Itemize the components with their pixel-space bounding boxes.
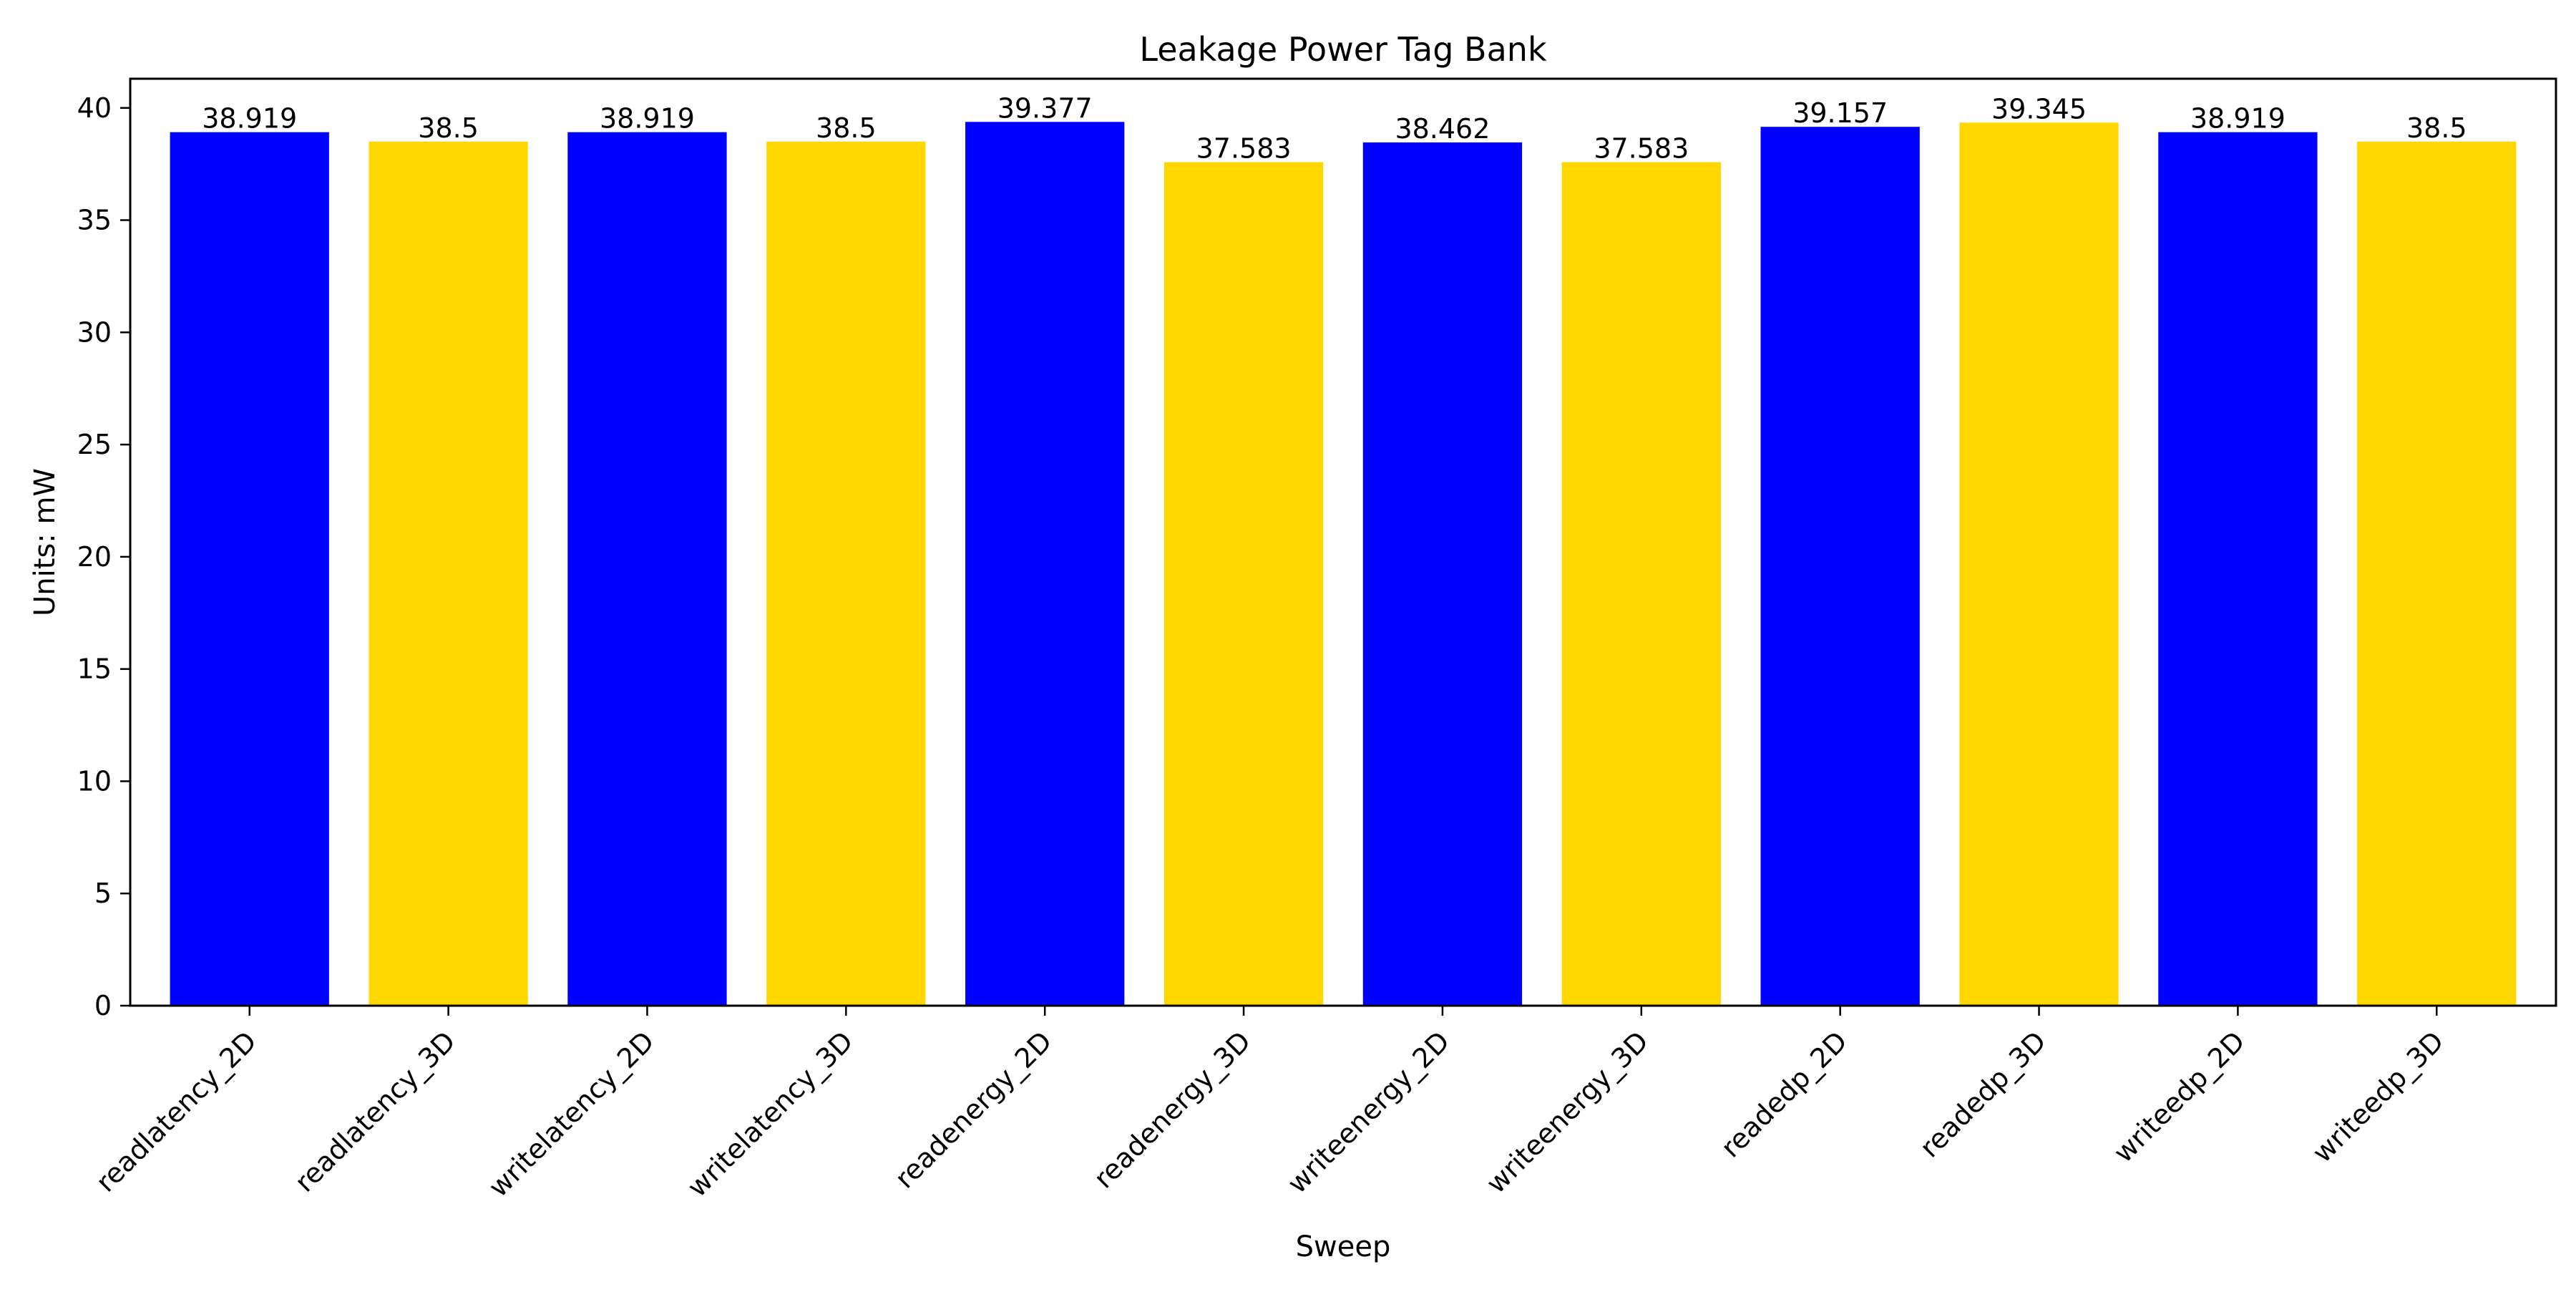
x-tick-label-readlatency_3D: readlatency_3D (288, 1025, 462, 1198)
x-tick-label-writelatency_2D: writelatency_2D (482, 1025, 660, 1203)
bar-readlatency_2D (170, 132, 329, 1006)
y-axis: 0 5 10 15 20 25 30 35 40 (77, 92, 130, 1021)
data-label-writeenergy_3D: 37.583 (1594, 133, 1689, 165)
y-tick-label-40: 40 (77, 92, 112, 124)
y-tick-label-15: 15 (77, 654, 112, 685)
x-tick-label-readenergy_3D: readenergy_3D (1088, 1025, 1257, 1194)
chart-title: Leakage Power Tag Bank (1139, 30, 1547, 69)
bars-layer (170, 122, 2517, 1006)
x-tick-label-writeenergy_3D: writeenergy_3D (1480, 1025, 1655, 1200)
data-label-writelatency_2D: 38.919 (600, 103, 695, 135)
bar-readedp_3D (1959, 122, 2119, 1006)
x-tick-label-readedp_3D: readedp_3D (1913, 1025, 2051, 1163)
bar-writeedp_3D (2357, 141, 2517, 1006)
bar-readenergy_2D (965, 122, 1125, 1006)
bar-writeedp_2D (2158, 132, 2318, 1006)
bar-writelatency_2D (567, 132, 727, 1006)
data-label-readedp_3D: 39.345 (1991, 93, 2087, 125)
plot-frame (129, 77, 2557, 1007)
x-tick-label-writelatency_3D: writelatency_3D (681, 1025, 859, 1203)
y-tick-label-20: 20 (77, 541, 112, 573)
data-label-readlatency_3D: 38.5 (418, 112, 479, 144)
data-label-writeenergy_2D: 38.462 (1395, 113, 1490, 145)
y-tick-label-5: 5 (94, 878, 112, 909)
x-axis-title: Sweep (1296, 1230, 1391, 1263)
bar-writelatency_3D (766, 141, 926, 1006)
data-label-writeedp_3D: 38.5 (2406, 112, 2467, 144)
x-tick-label-readenergy_2D: readenergy_2D (889, 1025, 1058, 1194)
y-tick-label-25: 25 (77, 429, 112, 460)
data-label-readenergy_2D: 39.377 (997, 92, 1093, 124)
bar-writeenergy_2D (1362, 142, 1523, 1006)
data-label-writeedp_2D: 38.919 (2190, 103, 2285, 135)
x-axis: readlatency_2D readlatency_3D writelatency… (90, 1006, 2450, 1203)
bar-readenergy_3D (1163, 162, 1324, 1006)
x-tick-label-writeenergy_2D: writeenergy_2D (1282, 1025, 1456, 1200)
y-tick-label-0: 0 (94, 990, 112, 1021)
bar-readlatency_3D (369, 141, 528, 1006)
y-axis-title: Units: mW (29, 468, 62, 616)
bar-readedp_2D (1760, 127, 1920, 1006)
data-labels-layer: 38.919 38.5 38.919 38.5 39.377 37.583 38.462 37… (202, 92, 2467, 164)
data-label-readenergy_3D: 37.583 (1196, 133, 1292, 165)
bar-writeenergy_3D (1561, 162, 1721, 1006)
y-tick-label-10: 10 (77, 765, 112, 797)
x-tick-label-writeedp_3D: writeedp_3D (2306, 1025, 2450, 1169)
data-label-writelatency_3D: 38.5 (816, 112, 877, 144)
data-label-readedp_2D: 39.157 (1792, 97, 1888, 129)
y-tick-label-30: 30 (77, 316, 112, 348)
x-tick-label-writeedp_2D: writeedp_2D (2107, 1025, 2251, 1169)
x-tick-label-readlatency_2D: readlatency_2D (90, 1025, 263, 1198)
y-tick-label-35: 35 (77, 205, 112, 236)
x-tick-label-readedp_2D: readedp_2D (1715, 1025, 1853, 1163)
data-label-readlatency_2D: 38.919 (202, 103, 297, 135)
